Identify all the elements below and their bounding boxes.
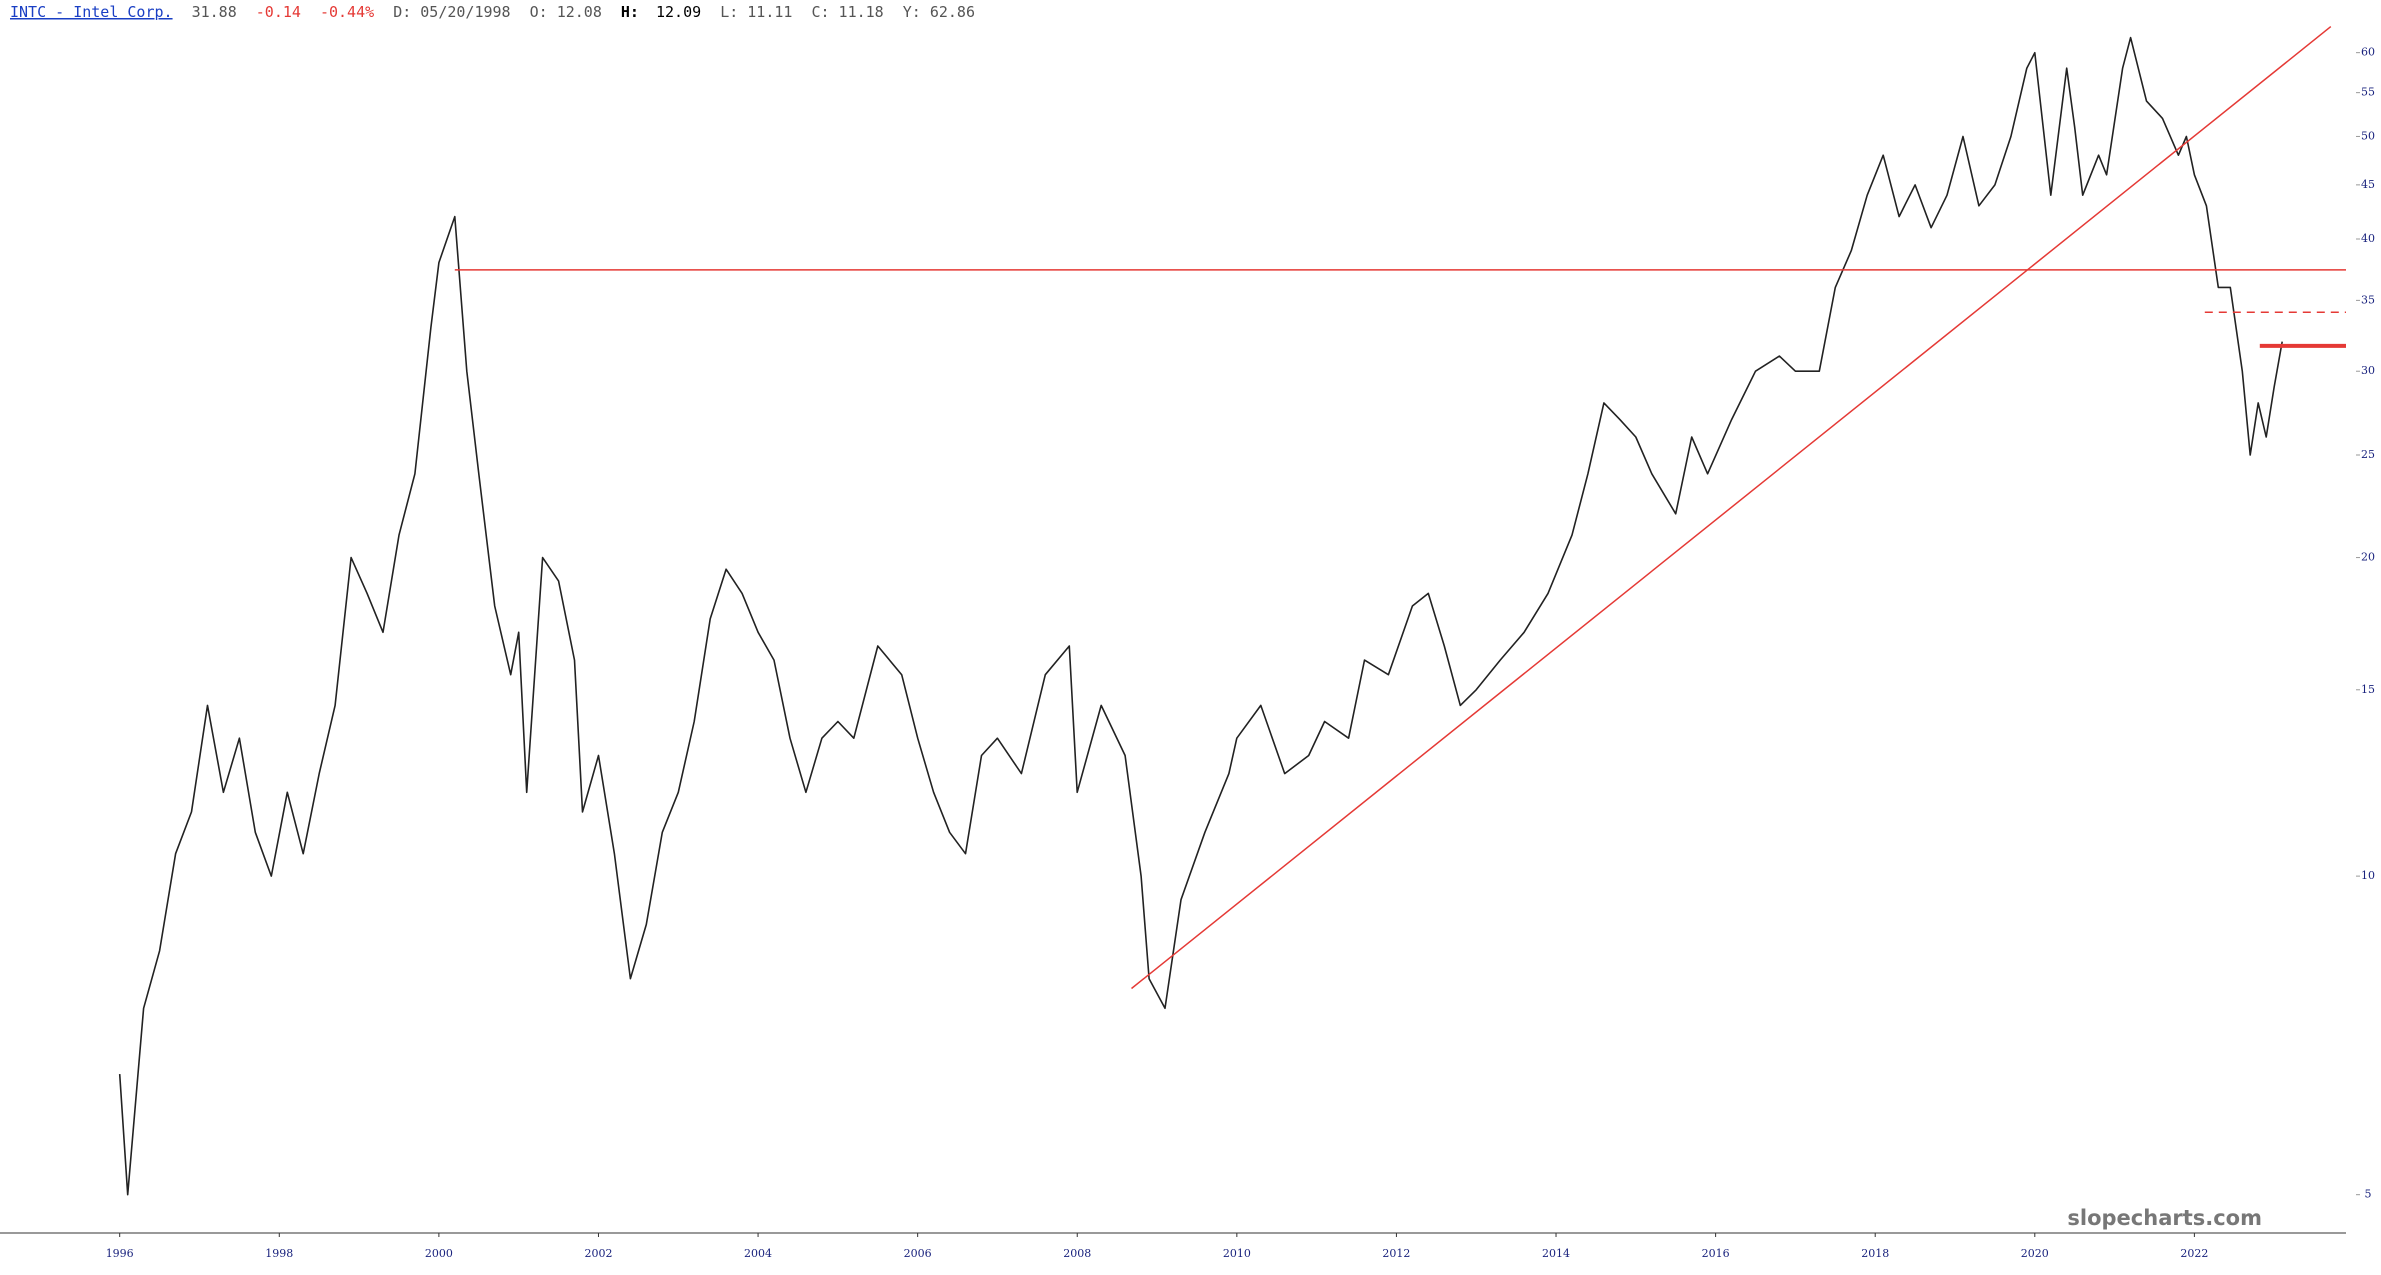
x-tick-label: 2012 [1382, 1247, 1410, 1260]
x-tick-label: 2000 [425, 1247, 453, 1260]
x-tick-label: 2010 [1223, 1247, 1251, 1260]
y-tick-label: 20 [2361, 551, 2375, 564]
open: O: 12.08 [530, 3, 602, 21]
x-tick-label: 2016 [1702, 1247, 1730, 1260]
last-price: 31.88 [192, 3, 237, 21]
y-tick-label: 10 [2361, 869, 2375, 882]
x-tick-label: 2018 [1861, 1247, 1889, 1260]
x-tick-label: 2008 [1063, 1247, 1091, 1260]
header: INTC - Intel Corp. 31.88 -0.14 -0.44% D:… [10, 3, 975, 21]
date: D: 05/20/1998 [393, 3, 510, 21]
y-tick-label: 15 [2361, 683, 2375, 696]
x-tick-label: 2002 [584, 1247, 612, 1260]
trend-line [1131, 26, 2332, 990]
watermark: slopecharts.com [2067, 1206, 2262, 1230]
y-tick-label: 40 [2361, 232, 2375, 245]
change-pct: -0.44% [320, 3, 374, 21]
low: L: 11.11 [720, 3, 792, 21]
high-label: H: [621, 3, 639, 21]
change: -0.14 [256, 3, 301, 21]
y-tick-label: 55 [2361, 86, 2375, 99]
x-tick-label: 2020 [2021, 1247, 2049, 1260]
y-tick-label: 5 [2365, 1188, 2372, 1201]
y-tick-label: 60 [2361, 46, 2375, 59]
x-tick-label: 2014 [1542, 1247, 1570, 1260]
close: C: 11.18 [811, 3, 883, 21]
price-line [118, 36, 2283, 1196]
x-tick-label: 2004 [744, 1247, 772, 1260]
y-tick-label: 30 [2361, 364, 2375, 377]
x-tick-label: 1996 [106, 1247, 134, 1260]
y-tick-label: 25 [2361, 448, 2375, 461]
y-tick-label: 50 [2361, 129, 2375, 142]
y-tick-label: 35 [2361, 293, 2375, 306]
x-tick-label: 1998 [265, 1247, 293, 1260]
y-value: Y: 62.86 [903, 3, 975, 21]
symbol-link[interactable]: INTC - Intel Corp. [10, 3, 173, 21]
x-tick-label: 2006 [904, 1247, 932, 1260]
y-tick-label: 45 [2361, 178, 2375, 191]
high: 12.09 [656, 3, 701, 21]
x-tick-label: 2022 [2180, 1247, 2208, 1260]
